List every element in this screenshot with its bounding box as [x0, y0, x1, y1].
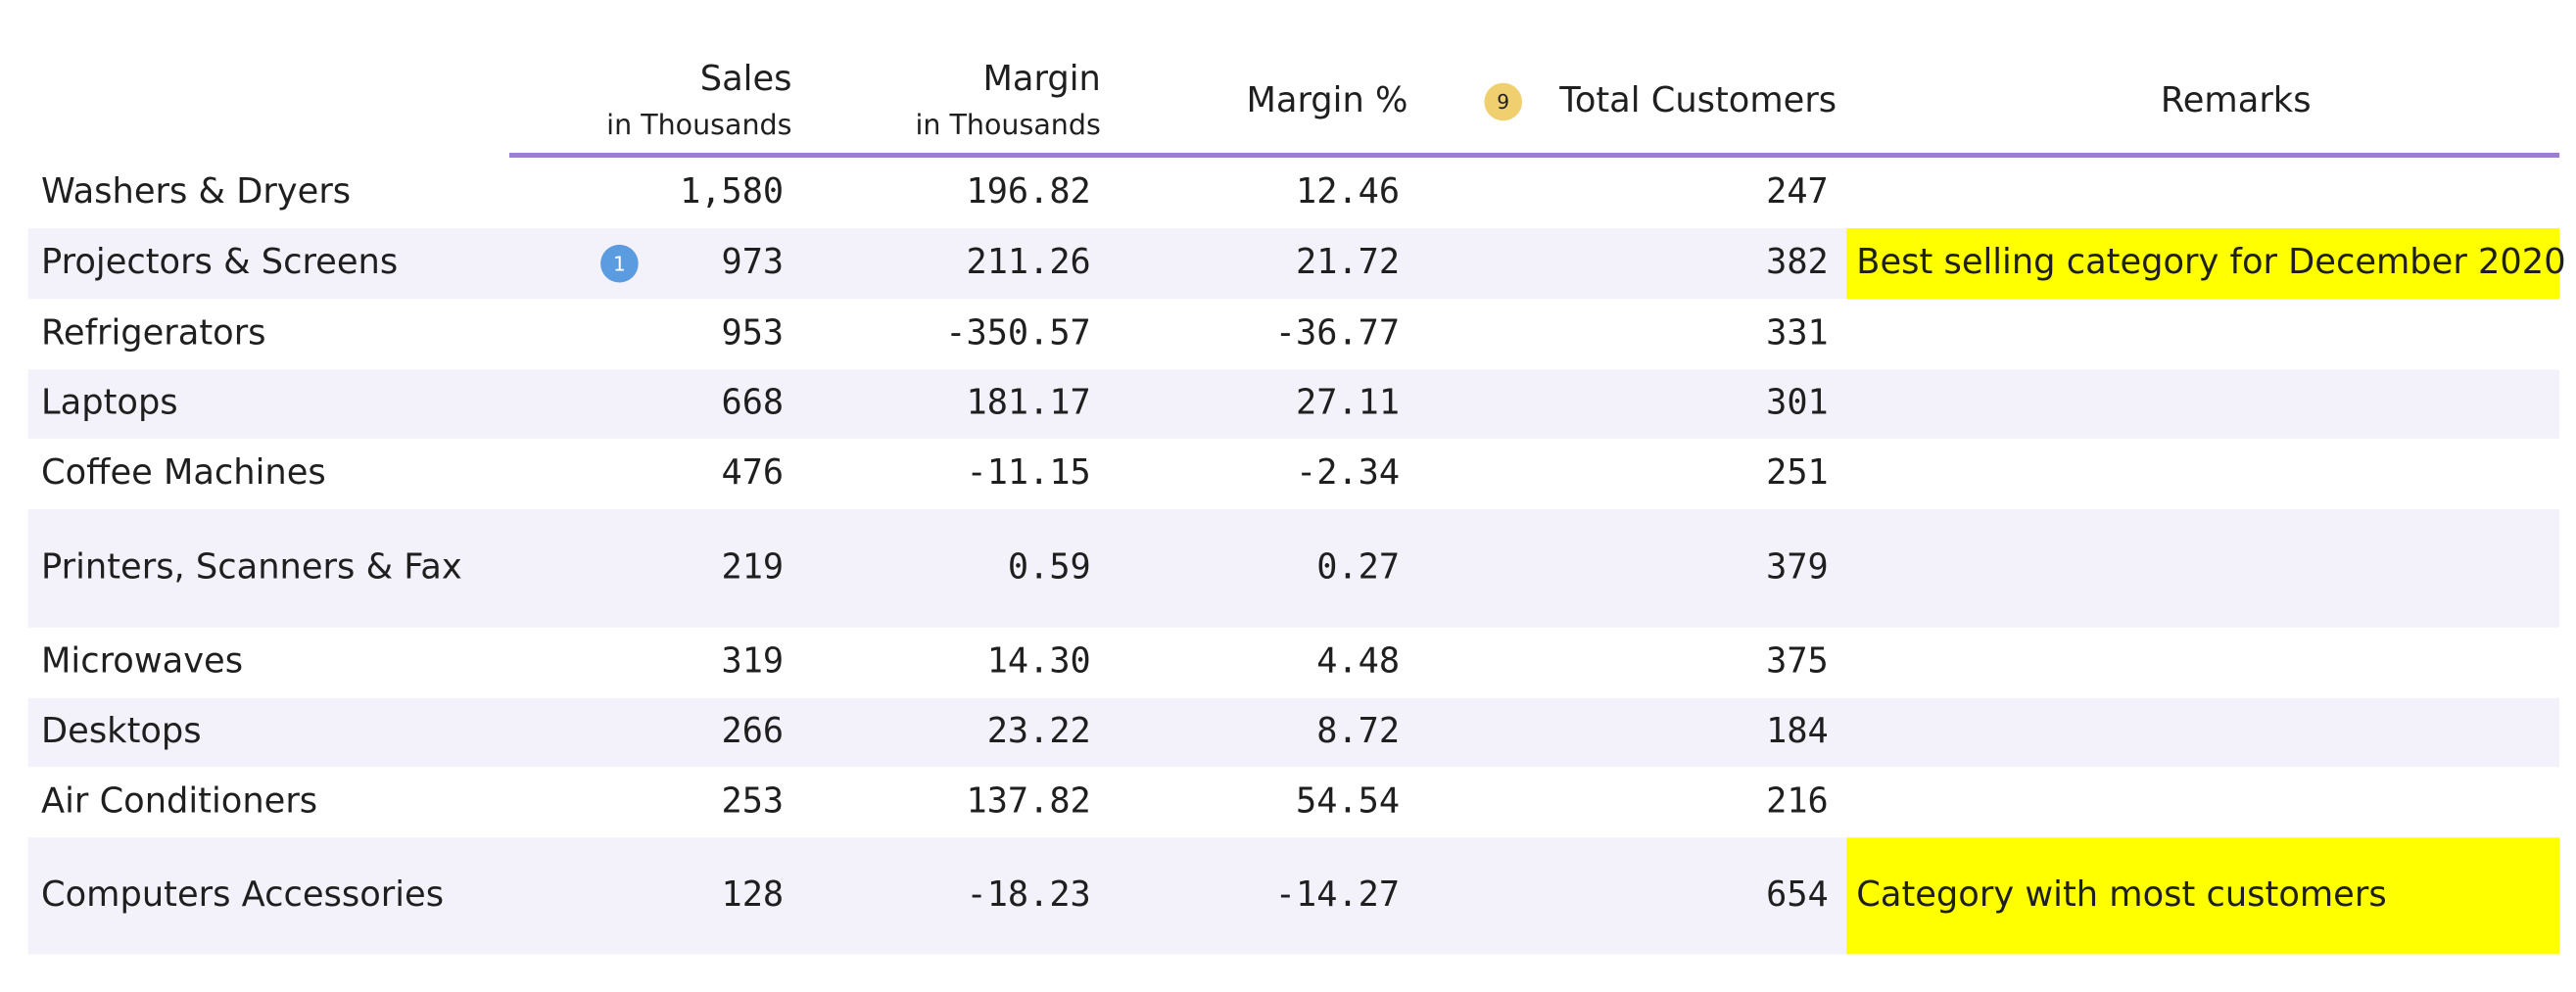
cell: 219 [721, 546, 784, 587]
cell: 331 [1766, 312, 1829, 353]
cell: 301 [1766, 383, 1829, 423]
cell: -350.57 [945, 312, 1090, 353]
cell: 953 [721, 312, 784, 353]
cell: -11.15 [967, 452, 1091, 493]
row-label: Air Conditioners [41, 780, 317, 821]
cell: 128 [721, 874, 784, 915]
cell: 247 [1766, 171, 1829, 212]
cell: 21.72 [1296, 242, 1400, 282]
row-background [27, 369, 2560, 439]
column-header: Margin % [1246, 80, 1407, 120]
row-label: Laptops [41, 383, 178, 423]
cell: -18.23 [967, 874, 1091, 915]
row-background [27, 508, 2560, 628]
column-subheader: in Thousands [606, 109, 791, 141]
row-label: Microwaves [41, 641, 243, 682]
row-label: Desktops [41, 711, 202, 751]
header-badge-label: 9 [1497, 90, 1509, 114]
row-label: Refrigerators [41, 312, 266, 353]
cell: -14.27 [1275, 874, 1400, 915]
cell: -2.34 [1296, 452, 1400, 493]
row-label: Projectors & Screens [41, 242, 398, 282]
cell: 211.26 [967, 242, 1091, 282]
cell: 0.27 [1316, 546, 1400, 587]
cell: 8.72 [1316, 711, 1400, 751]
cell: 27.11 [1296, 383, 1400, 423]
cell: 375 [1766, 641, 1829, 682]
row-badge-label: 1 [613, 252, 626, 275]
cell: 23.22 [987, 711, 1091, 751]
cell: 4.48 [1316, 641, 1400, 682]
row-label: Printers, Scanners & Fax [41, 546, 462, 587]
cell: 196.82 [967, 171, 1091, 212]
cell: 253 [721, 780, 784, 821]
row-badge [600, 244, 639, 283]
cell: 973 [721, 242, 784, 282]
cell: 0.59 [1008, 546, 1091, 587]
column-header: Total Customers [1558, 80, 1837, 120]
row-label: Washers & Dryers [41, 171, 351, 212]
cell: 654 [1766, 874, 1829, 915]
cell: 476 [721, 452, 784, 493]
row-label: Computers Accessories [41, 874, 444, 915]
cell: 382 [1766, 242, 1829, 282]
remark: Best selling category for December 2020 [1856, 242, 2565, 282]
cell: 1,580 [680, 171, 784, 212]
column-header: Margin [983, 59, 1101, 99]
cell: 12.46 [1296, 171, 1400, 212]
remark-highlight [1846, 228, 2560, 300]
header-badge [1484, 82, 1522, 121]
cell: 181.17 [967, 383, 1091, 423]
cell: 319 [721, 641, 784, 682]
cell: 54.54 [1296, 780, 1400, 821]
column-header: Remarks [2161, 80, 2312, 120]
cell: 137.82 [967, 780, 1091, 821]
remark: Category with most customers [1856, 874, 2386, 915]
column-subheader: in Thousands [915, 109, 1100, 141]
cell: 668 [721, 383, 784, 423]
cell: 379 [1766, 546, 1829, 587]
row-label: Coffee Machines [41, 452, 326, 493]
cell: 251 [1766, 452, 1829, 493]
cell: 184 [1766, 711, 1829, 751]
row-background [27, 697, 2560, 768]
remark-highlight [1846, 837, 2560, 955]
cell: 266 [721, 711, 784, 751]
cell: 216 [1766, 780, 1829, 821]
column-header: Sales [700, 59, 792, 99]
cell: -36.77 [1275, 312, 1400, 353]
cell: 14.30 [987, 641, 1091, 682]
